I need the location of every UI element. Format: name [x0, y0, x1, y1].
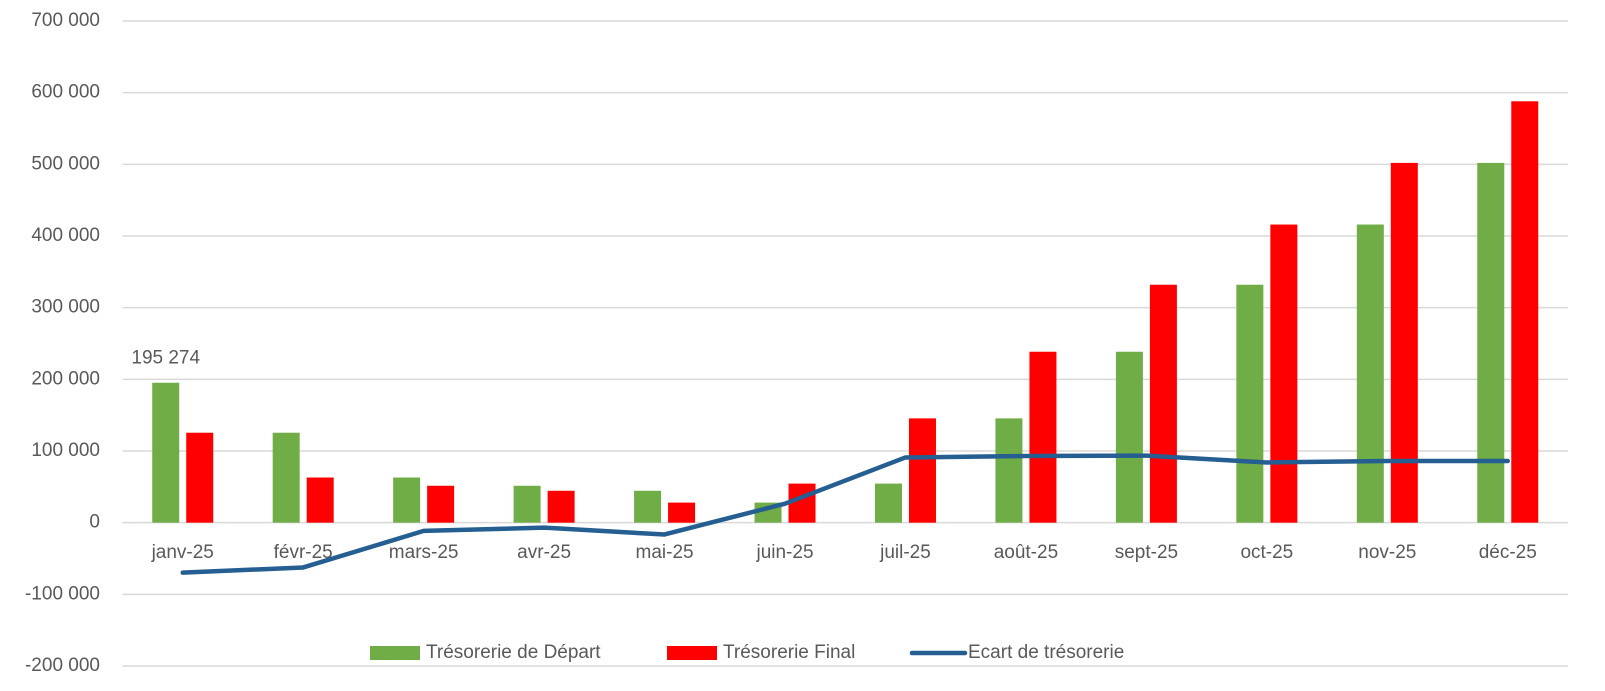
legend-label: Trésorerie de Départ [426, 642, 601, 663]
legend-swatch [667, 646, 717, 660]
x-tick-label: févr-25 [274, 542, 333, 563]
bar [513, 485, 541, 523]
legend-label: Trésorerie Final [723, 642, 855, 663]
bar [1029, 351, 1057, 523]
bar [427, 485, 455, 523]
bar [1236, 284, 1264, 523]
bar [874, 483, 902, 523]
x-tick-label: janv-25 [151, 542, 214, 563]
bar [1511, 101, 1539, 523]
bar [306, 477, 334, 523]
data-label: 195 274 [131, 348, 200, 369]
bar [1115, 351, 1143, 523]
bar [186, 432, 214, 523]
bar [995, 418, 1023, 523]
bar [788, 483, 816, 523]
y-tick-label: 700 000 [31, 10, 100, 31]
bar [1270, 224, 1298, 523]
bar [152, 382, 180, 523]
legend-label: Ecart de trésorerie [968, 642, 1124, 663]
y-tick-label: -200 000 [25, 655, 100, 676]
x-tick-label: oct-25 [1240, 542, 1293, 563]
bar [272, 432, 300, 523]
bar [547, 490, 575, 523]
x-tick-label: sept-25 [1115, 542, 1178, 563]
x-tick-label: juin-25 [755, 542, 813, 563]
bar [393, 477, 421, 523]
bar [908, 418, 936, 523]
bar [634, 490, 662, 523]
x-tick-label: juil-25 [879, 542, 931, 563]
x-tick-label: mai-25 [636, 542, 694, 563]
bar [1149, 284, 1177, 523]
y-tick-label: 100 000 [31, 440, 100, 461]
bar [1356, 224, 1384, 523]
y-tick-label: -100 000 [25, 583, 100, 604]
bar [1477, 162, 1505, 523]
y-tick-label: 500 000 [31, 153, 100, 174]
y-tick-label: 400 000 [31, 225, 100, 246]
y-tick-label: 600 000 [31, 82, 100, 103]
x-tick-label: août-25 [994, 542, 1058, 563]
legend-swatch [370, 646, 420, 660]
x-tick-label: nov-25 [1358, 542, 1416, 563]
x-tick-label: avr-25 [517, 542, 571, 563]
x-tick-label: déc-25 [1479, 542, 1537, 563]
y-tick-label: 200 000 [31, 368, 100, 389]
y-tick-label: 300 000 [31, 297, 100, 318]
bar [1390, 162, 1418, 523]
x-tick-label: mars-25 [389, 542, 459, 563]
y-tick-label: 0 [89, 512, 100, 533]
bar [668, 502, 696, 523]
line-series [180, 453, 1511, 575]
